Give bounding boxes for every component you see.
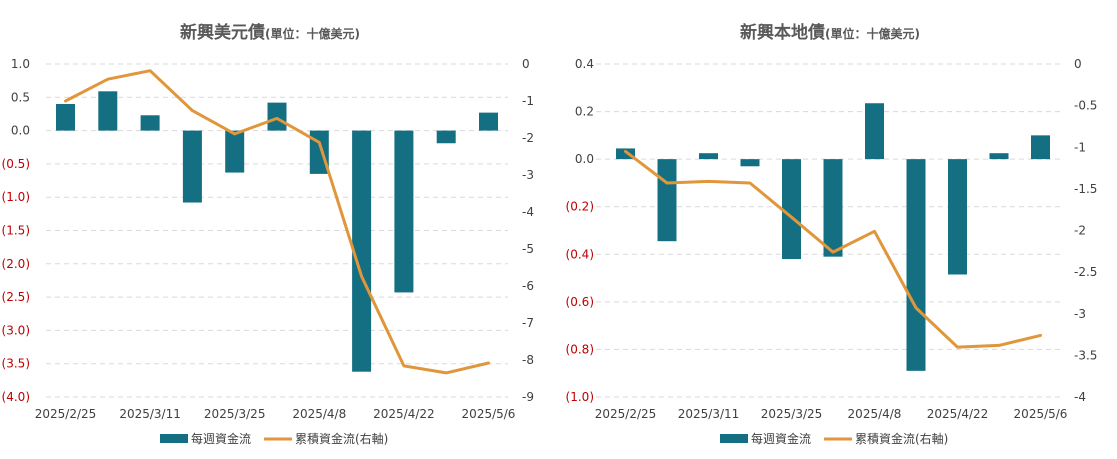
bar-weekly-flow xyxy=(948,159,967,275)
right-axis-tick-label: -7 xyxy=(522,316,534,330)
x-axis-tick-label: 2025/3/11 xyxy=(119,407,181,421)
chart-title: 新興本地債(單位：十億美元) xyxy=(740,22,920,43)
x-axis-tick-label: 2025/3/11 xyxy=(678,407,740,421)
legend-label-cumulative: 累積資金流(右軸) xyxy=(855,431,948,446)
right-axis-tick-label: -8 xyxy=(522,353,534,367)
x-axis-tick-label: 2025/5/6 xyxy=(1014,407,1068,421)
chart-title-unit: (單位：十億美元) xyxy=(825,26,920,41)
line-cumulative-flow xyxy=(624,149,1042,349)
right-axis-tick-label: -3.5 xyxy=(1074,348,1097,362)
bar-weekly-flow xyxy=(98,91,118,131)
left-axis-tick-label: (0.6) xyxy=(566,295,594,309)
x-axis-tick-label: 2025/4/8 xyxy=(292,407,346,421)
right-axis-tick-label: -3 xyxy=(1074,307,1086,321)
bar-weekly-flow xyxy=(865,103,884,160)
bar-weekly-flow xyxy=(699,153,718,160)
line-cumulative-flow xyxy=(64,69,490,375)
legend-swatch-bar xyxy=(720,434,748,443)
right-axis-tick-label: -0.5 xyxy=(1074,99,1097,113)
right-axis-tick-label: -6 xyxy=(522,279,534,293)
chart-title-main: 新興本地債 xyxy=(740,22,825,43)
right-axis-tick-label: -2.5 xyxy=(1074,265,1097,279)
bar-weekly-flow xyxy=(267,102,287,131)
left-axis-tick-label: (2.5) xyxy=(2,290,30,304)
bar-weekly-flow xyxy=(616,148,635,160)
chart-emerging-local-bonds: 新興本地債(單位：十億美元) 0.4 0.2 0.0 (0.2) (0.4) (0.6) (0… xyxy=(566,22,1098,446)
chart-title-main: 新興美元債 xyxy=(180,22,265,43)
bar-weekly-flow xyxy=(225,130,245,173)
right-axis-tick-label: -4 xyxy=(1074,390,1086,404)
right-axis-tick-label: -2 xyxy=(1074,224,1086,238)
x-axis-tick-label: 2025/4/22 xyxy=(373,407,435,421)
left-axis-tick-label: 1.0 xyxy=(11,57,30,71)
right-axis-tick-label: -9 xyxy=(522,390,534,404)
left-axis-tick-label: 0.0 xyxy=(11,124,30,138)
left-axis-tick-label: (2.0) xyxy=(2,257,30,271)
left-axis-tick-label: (3.0) xyxy=(2,323,30,337)
bar-weekly-flow xyxy=(740,159,760,167)
right-axis-tick-label: -5 xyxy=(522,242,534,256)
x-axis-tick-label: 2025/4/8 xyxy=(848,407,902,421)
bar-weekly-flow xyxy=(782,159,801,260)
x-axis-tick-label: 2025/3/25 xyxy=(204,407,266,421)
bar-weekly-flow xyxy=(56,103,75,131)
chart-title-unit: (單位：十億美元) xyxy=(265,26,360,41)
chart-emerging-usd-bonds: 新興美元債(單位：十億美元) 1.0 0.5 0.0 (0.5) (1.0) (1.5) (2… xyxy=(2,22,534,446)
left-axis-tick-label: (3.5) xyxy=(2,357,30,371)
bar-weekly-flow xyxy=(906,159,926,371)
right-axis-tick-label: -2 xyxy=(522,131,534,145)
x-axis-tick-label: 2025/5/6 xyxy=(462,407,516,421)
right-axis-tick-label: -1 xyxy=(522,94,534,108)
bar-weekly-flow xyxy=(1031,135,1050,160)
legend-swatch-bar xyxy=(160,434,188,443)
bar-weekly-flow xyxy=(657,159,677,242)
left-axis-tick-label: (0.8) xyxy=(566,342,594,356)
right-axis-tick-label: 0 xyxy=(1074,57,1082,71)
legend-label-weekly: 每週資金流 xyxy=(191,431,251,446)
bar-weekly-flow xyxy=(436,130,456,144)
left-axis-tick-label: (1.0) xyxy=(2,190,30,204)
legend: 每週資金流 累積資金流(右軸) xyxy=(160,431,388,446)
bar-weekly-flow xyxy=(140,115,160,131)
chart-title: 新興美元債(單位：十億美元) xyxy=(180,22,360,43)
left-axis-tick-label: (4.0) xyxy=(2,390,30,404)
left-axis-tick-label: 0.4 xyxy=(575,57,594,71)
left-axis-tick-label: 0.2 xyxy=(575,105,594,119)
bar-weekly-flow xyxy=(479,112,498,131)
right-axis-tick-label: 0 xyxy=(522,57,530,71)
x-axis-tick-label: 2025/2/25 xyxy=(35,407,97,421)
left-axis-tick-label: (0.5) xyxy=(2,157,30,171)
left-axis-tick-label: (0.2) xyxy=(566,200,594,214)
x-axis-tick-label: 2025/4/22 xyxy=(927,407,989,421)
left-axis-tick-label: 0.5 xyxy=(11,90,30,104)
legend-label-cumulative: 累積資金流(右軸) xyxy=(295,431,388,446)
bar-weekly-flow xyxy=(182,130,202,203)
left-axis-tick-label: (1.5) xyxy=(2,224,30,238)
right-axis-tick-label: -1.5 xyxy=(1074,182,1097,196)
right-axis-tick-label: -4 xyxy=(522,205,534,219)
right-axis-tick-label: -1 xyxy=(1074,140,1086,154)
bar-weekly-flow xyxy=(352,130,372,372)
left-axis-tick-label: (0.4) xyxy=(566,247,594,261)
left-axis-tick-label: (1.0) xyxy=(566,390,594,404)
x-axis-tick-label: 2025/3/25 xyxy=(761,407,823,421)
x-axis-tick-label: 2025/2/25 xyxy=(595,407,657,421)
bar-weekly-flow xyxy=(823,159,843,257)
legend-label-weekly: 每週資金流 xyxy=(751,431,811,446)
legend: 每週資金流 累積資金流(右軸) xyxy=(720,431,948,446)
left-axis-tick-label: 0.0 xyxy=(575,152,594,166)
bar-weekly-flow xyxy=(394,130,414,293)
right-axis-tick-label: -3 xyxy=(522,168,534,182)
bar-weekly-flow xyxy=(989,153,1009,160)
